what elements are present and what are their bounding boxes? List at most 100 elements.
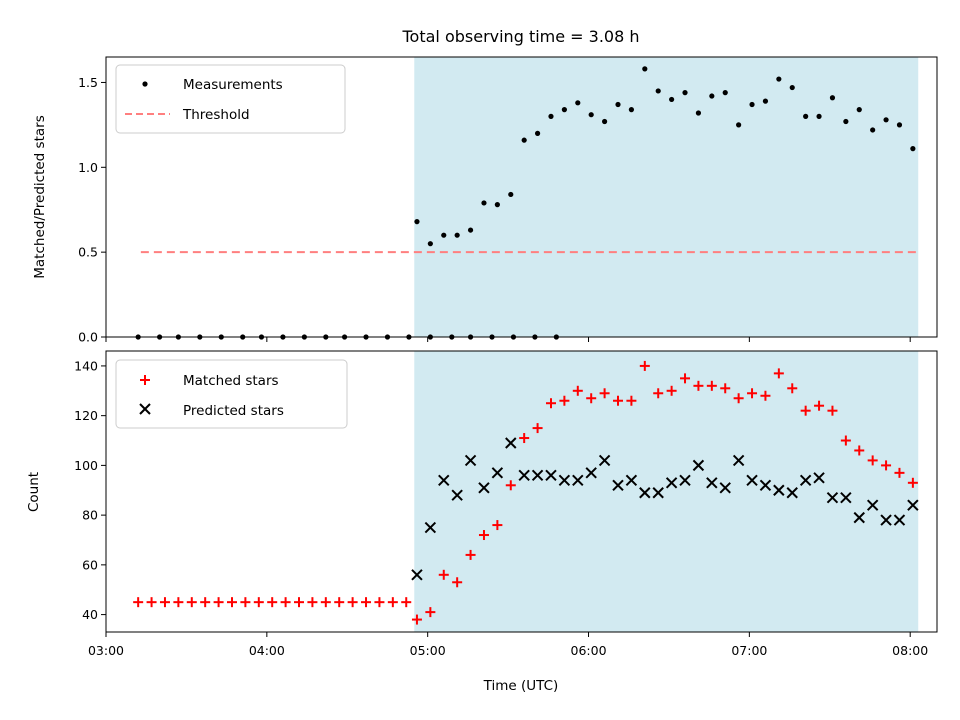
top-measurements-point xyxy=(628,107,635,113)
bottom-matched-stars-point xyxy=(186,597,197,608)
top-ytick-label: 0.0 xyxy=(78,330,98,345)
bottom-matched-stars-point xyxy=(438,569,449,580)
bottom-matched-stars-point xyxy=(294,597,305,608)
bottom-matched-stars-point xyxy=(545,398,556,409)
bottom-predicted-stars-point xyxy=(585,467,597,479)
bottom-matched-stars-point xyxy=(532,423,543,434)
bottom-matched-stars-point xyxy=(814,400,825,411)
bottom-matched-stars-point xyxy=(240,597,251,608)
bottom-legend: Matched stars Predicted stars xyxy=(115,359,348,429)
bottom-matched-stars-point xyxy=(374,597,385,608)
top-measurements-point xyxy=(870,127,876,133)
top-measurements-point xyxy=(561,107,567,113)
bottom-ytick-label: 60 xyxy=(82,557,98,572)
bottom-predicted-stars-point xyxy=(598,454,611,467)
bottom-predicted-stars-point xyxy=(813,472,825,484)
bottom-predicted-stars-point xyxy=(880,514,892,526)
bottom-matched-stars-point xyxy=(747,388,758,399)
bottom-matched-stars-point xyxy=(307,597,318,608)
top-observing-span xyxy=(414,57,919,337)
bottom-xtick-label: 04:00 xyxy=(249,643,285,658)
top-measurements-point xyxy=(588,112,594,118)
bottom-predicted-stars-point xyxy=(853,511,865,524)
bottom-matched-stars-point xyxy=(586,393,597,404)
bottom-predicted-stars-point xyxy=(652,487,664,499)
bottom-predicted-stars-point xyxy=(625,474,638,487)
top-axes-frame xyxy=(105,56,938,338)
bottom-matched-stars-point xyxy=(666,385,677,396)
bottom-matched-stars-point xyxy=(840,435,851,446)
bottom-matched-stars-point xyxy=(334,597,345,608)
bottom-predicted-stars-point xyxy=(612,479,624,491)
top-measurements-point xyxy=(602,118,608,125)
bottom-matched-stars-point xyxy=(452,577,463,588)
bottom-predicted-stars-point xyxy=(907,499,919,511)
top-measurements-point xyxy=(789,84,795,91)
bottom-matched-stars-point xyxy=(613,395,624,406)
bottom-matched-stars-point xyxy=(425,607,436,618)
bottom-predicted-stars-point xyxy=(786,487,798,499)
bottom-xtick-label: 08:00 xyxy=(892,643,928,658)
top-measurements-point xyxy=(494,202,500,208)
bottom-matched-stars-point xyxy=(347,597,358,608)
top-ytick-label: 1.0 xyxy=(78,160,98,175)
top-measurements-point xyxy=(521,137,527,143)
bottom-matched-stars-point xyxy=(253,597,264,608)
top-legend-box xyxy=(115,64,346,134)
bottom-predicted-stars-point xyxy=(411,569,423,581)
top-measurements-point xyxy=(856,107,862,113)
bottom-matched-stars-point xyxy=(146,597,157,608)
bottom-predicted-stars-point xyxy=(478,482,490,494)
bottom-predicted-stars-point xyxy=(518,469,530,482)
top-ytick-label: 0.5 xyxy=(78,245,98,260)
bottom-matched-stars-point xyxy=(478,530,489,541)
bottom-predicted-stars-point xyxy=(799,474,812,487)
legend-threshold-label: Threshold xyxy=(182,107,250,123)
top-measurements-point xyxy=(508,191,514,198)
bottom-matched-stars-point xyxy=(760,390,771,401)
top-legend: Measurements Threshold xyxy=(115,64,346,134)
legend-matched-marker xyxy=(140,375,150,385)
bottom-predicted-stars-point xyxy=(572,474,584,487)
bottom-predicted-stars-point xyxy=(840,492,852,504)
top-measurements-point xyxy=(843,118,849,125)
bottom-matched-stars-point xyxy=(867,455,878,466)
bottom-matched-stars-point xyxy=(361,597,372,608)
bottom-matched-stars-point xyxy=(720,383,731,394)
bottom-xtick-label: 06:00 xyxy=(571,643,607,658)
bottom-ytick-label: 40 xyxy=(82,607,98,622)
bottom-matched-stars-point xyxy=(827,405,838,416)
bottom-matched-stars-point xyxy=(733,393,744,404)
legend-matched-label: Matched stars xyxy=(183,373,279,389)
bottom-matched-stars-point xyxy=(787,383,798,394)
bottom-predicted-stars-point xyxy=(531,469,544,482)
bottom-legend-box xyxy=(115,359,348,429)
bottom-matched-stars-point xyxy=(505,480,516,491)
bottom-matched-stars-point xyxy=(280,597,291,608)
bottom-ytick-label: 80 xyxy=(82,508,98,523)
top-measurements-point xyxy=(910,146,916,152)
top-measurements-point xyxy=(615,101,621,108)
bottom-matched-stars-point xyxy=(773,368,784,379)
top-measurements-point xyxy=(695,110,702,116)
bottom-matched-stars-point xyxy=(894,467,905,478)
bottom-predicted-stars-point xyxy=(558,474,571,487)
bottom-matched-stars-point xyxy=(653,388,664,399)
top-measurements-point xyxy=(709,93,715,99)
bottom-ytick-label: 140 xyxy=(74,358,98,373)
bottom-matched-stars-point xyxy=(213,597,224,608)
bottom-matched-stars-point xyxy=(226,597,237,608)
top-y-axis-label: Matched/Predicted stars xyxy=(32,115,48,278)
top-measurements-point xyxy=(669,96,675,103)
top-ytick-label: 1.5 xyxy=(78,75,98,90)
bottom-predicted-stars-point xyxy=(759,479,772,491)
bottom-matched-stars-point xyxy=(854,445,865,456)
legend-measurements-label: Measurements xyxy=(183,77,283,93)
top-measurements-point xyxy=(548,113,554,119)
bottom-predicted-stars-point xyxy=(893,514,906,526)
bottom-matched-stars-point xyxy=(133,597,144,608)
bottom-matched-stars-point xyxy=(519,433,530,444)
bottom-matched-stars-point xyxy=(706,380,717,391)
bottom-matched-stars-point xyxy=(572,385,583,396)
bottom-predicted-stars-point xyxy=(719,482,731,494)
